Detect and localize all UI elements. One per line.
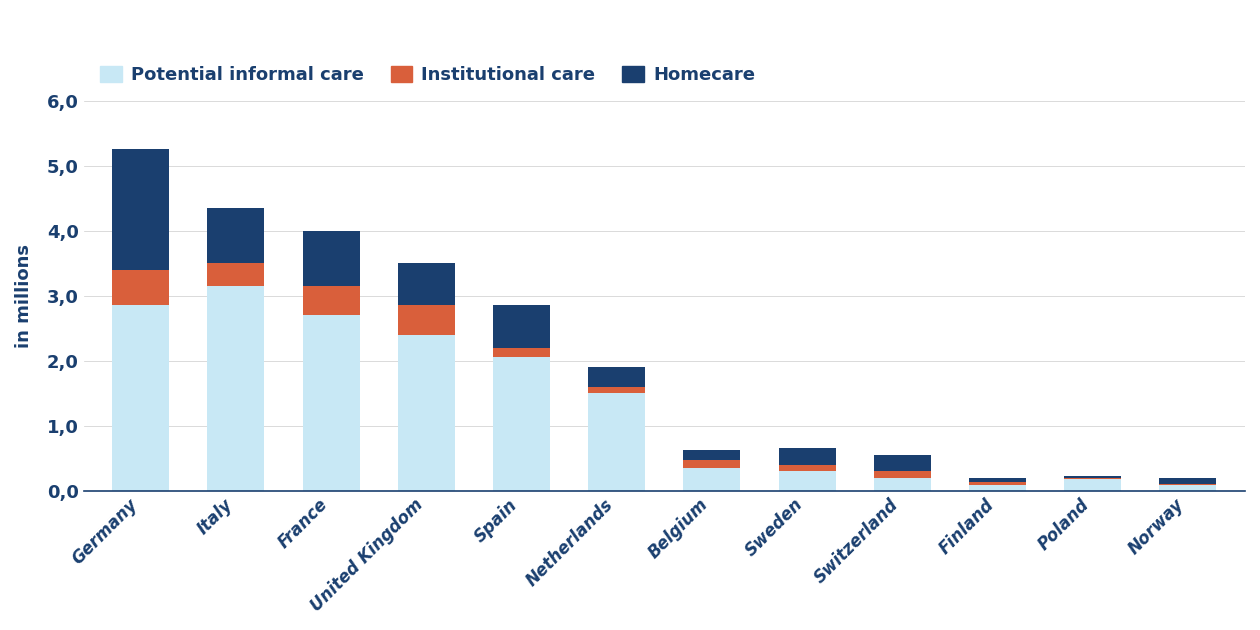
- Bar: [683, 460, 741, 468]
- Bar: [779, 449, 835, 465]
- Bar: [1159, 486, 1216, 491]
- Bar: [588, 387, 645, 393]
- Bar: [208, 286, 265, 491]
- Bar: [208, 208, 265, 263]
- Bar: [779, 471, 835, 491]
- Bar: [873, 478, 931, 491]
- Bar: [873, 455, 931, 471]
- Bar: [969, 486, 1026, 491]
- Bar: [873, 471, 931, 478]
- Bar: [112, 149, 169, 270]
- Bar: [208, 263, 265, 286]
- Bar: [588, 393, 645, 491]
- Bar: [302, 315, 359, 491]
- Bar: [112, 306, 169, 491]
- Bar: [1159, 484, 1216, 486]
- Bar: [1065, 476, 1121, 478]
- Bar: [969, 481, 1026, 486]
- Y-axis label: in millions: in millions: [15, 244, 33, 348]
- Bar: [398, 306, 455, 335]
- Bar: [1159, 478, 1216, 484]
- Bar: [302, 231, 359, 286]
- Bar: [683, 468, 741, 491]
- Bar: [969, 478, 1026, 481]
- Bar: [493, 348, 551, 357]
- Bar: [1065, 478, 1121, 479]
- Bar: [779, 465, 835, 471]
- Bar: [112, 270, 169, 306]
- Bar: [588, 367, 645, 387]
- Bar: [683, 450, 741, 460]
- Bar: [493, 306, 551, 348]
- Bar: [302, 286, 359, 315]
- Bar: [493, 357, 551, 491]
- Bar: [398, 263, 455, 306]
- Bar: [1065, 479, 1121, 491]
- Bar: [398, 335, 455, 491]
- Legend: Potential informal care, Institutional care, Homecare: Potential informal care, Institutional c…: [93, 59, 762, 91]
